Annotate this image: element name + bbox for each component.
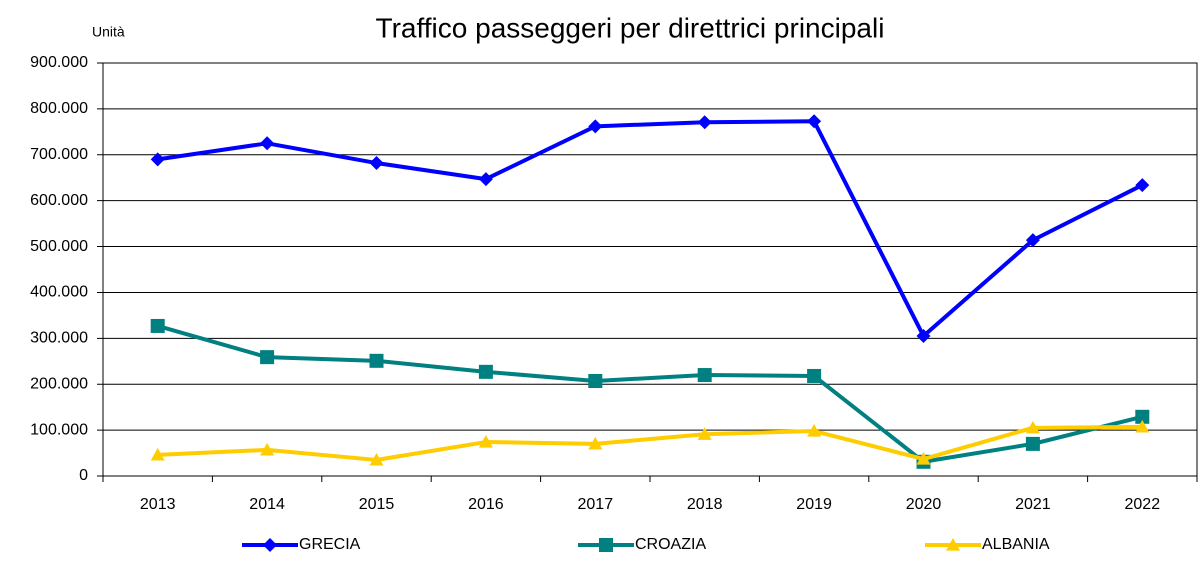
marker [478, 435, 493, 448]
x-tick-label: 2017 [578, 496, 614, 513]
x-tick-label: 2019 [796, 496, 832, 513]
y-tick-label: 500.000 [30, 238, 88, 255]
marker [588, 374, 603, 389]
series-line [157, 324, 1143, 464]
marker [369, 353, 384, 368]
marker [150, 318, 165, 333]
x-tick-label: 2013 [140, 496, 176, 513]
y-tick-label: 100.000 [30, 421, 88, 438]
y-axis-label: Unità [92, 24, 125, 40]
series-line [157, 424, 1143, 462]
y-tick-label: 300.000 [30, 330, 88, 347]
legend-label: CROAZIA [635, 536, 706, 553]
marker [260, 442, 275, 456]
x-tick-label: 2015 [359, 496, 395, 513]
x-tick-label: 2020 [906, 496, 942, 513]
marker [263, 538, 277, 552]
marker [478, 172, 493, 187]
marker [916, 452, 931, 465]
marker [916, 329, 931, 344]
marker [807, 368, 822, 383]
marker [478, 364, 493, 379]
legend-label: GRECIA [299, 536, 361, 553]
marker [697, 115, 712, 130]
legend-label: ALBANIA [982, 536, 1050, 553]
marker [1135, 409, 1150, 424]
marker [807, 114, 822, 129]
y-tick-label: 800.000 [30, 100, 88, 117]
marker [150, 152, 165, 167]
marker [588, 119, 603, 134]
y-tick-label: 0 [79, 467, 88, 484]
y-tick-label: 700.000 [30, 146, 88, 163]
x-tick-label: 2016 [468, 496, 504, 513]
marker [697, 427, 712, 440]
marker [369, 452, 384, 466]
marker [1135, 178, 1150, 193]
marker [260, 350, 275, 365]
marker [150, 447, 165, 461]
x-tick-label: 2018 [687, 496, 723, 513]
marker [369, 156, 384, 171]
y-tick-label: 600.000 [30, 192, 88, 209]
chart-title: Traffico passeggeri per direttrici princ… [376, 12, 885, 43]
y-tick-label: 400.000 [30, 284, 88, 301]
marker [1135, 419, 1150, 433]
marker [807, 424, 822, 437]
marker [260, 136, 275, 151]
marker [1025, 436, 1040, 451]
marker [1025, 233, 1040, 248]
y-tick-label: 900.000 [30, 54, 88, 71]
marker [697, 368, 712, 383]
marker [1025, 420, 1040, 434]
x-tick-label: 2022 [1125, 496, 1161, 513]
marker [946, 538, 960, 551]
x-tick-label: 2021 [1015, 496, 1051, 513]
marker [599, 538, 613, 552]
x-tick-label: 2014 [249, 496, 285, 513]
series-line [157, 119, 1144, 339]
y-tick-label: 200.000 [30, 375, 88, 392]
marker [588, 436, 603, 450]
